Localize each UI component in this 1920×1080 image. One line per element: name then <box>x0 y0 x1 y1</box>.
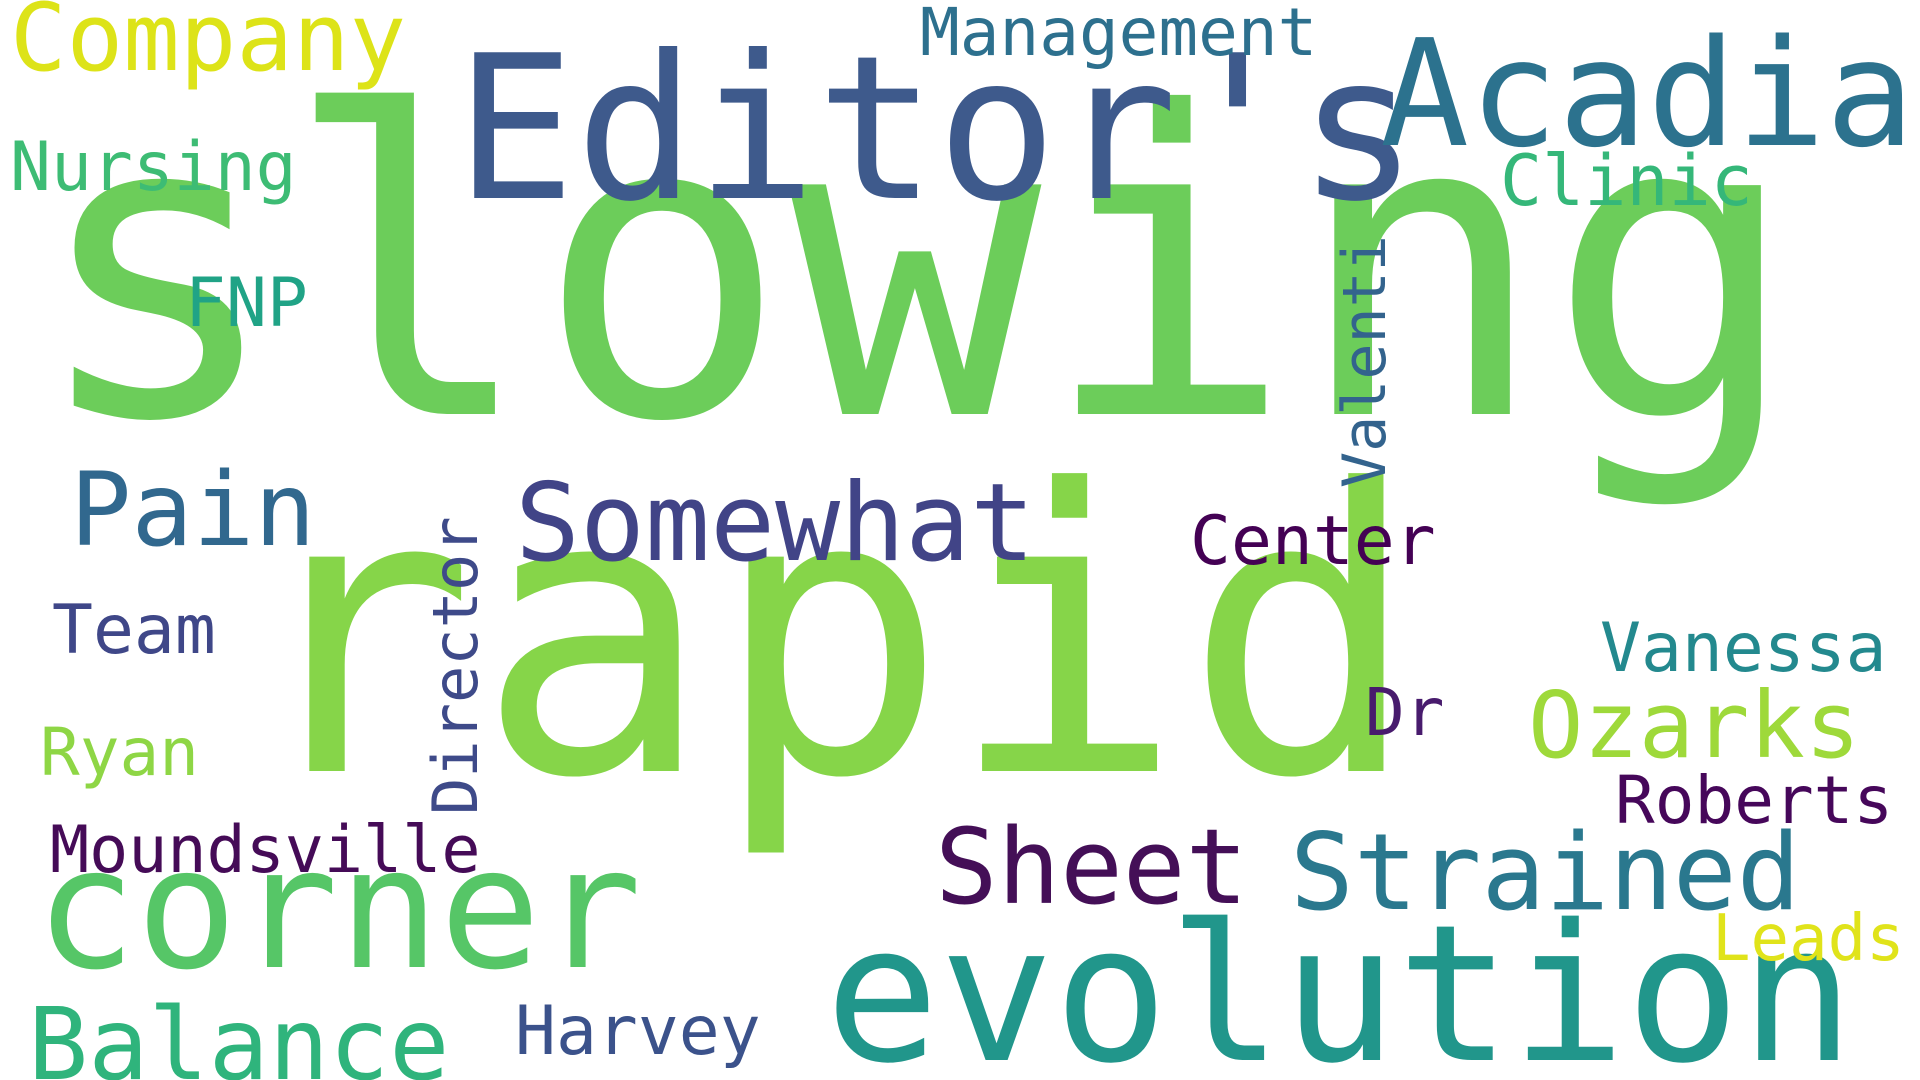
word-management: Management <box>920 0 1318 71</box>
word-director: Director <box>419 516 492 815</box>
word-company: Company <box>10 0 407 93</box>
word-corner: corner <box>35 811 642 1007</box>
word-leads: Leads <box>1712 902 1905 976</box>
word-acadia: Acadia <box>1380 8 1915 180</box>
word-pain: Pain <box>70 451 316 570</box>
word-sheet: Sheet <box>935 806 1249 928</box>
word-ryan: Ryan <box>40 714 199 791</box>
word-center: Center <box>1190 502 1436 581</box>
word-editors: Editor's <box>455 13 1419 246</box>
word-evolution: evolution <box>825 884 1855 1080</box>
word-somewhat: Somewhat <box>515 461 1036 586</box>
word-dr: Dr <box>1365 674 1445 751</box>
word-ozarks: Ozarks <box>1528 672 1861 779</box>
word-rapid: rapid <box>240 408 1421 864</box>
word-clinic: Clinic <box>1500 140 1753 222</box>
word-balance: Balance <box>28 986 450 1080</box>
word-nursing: Nursing <box>10 128 297 207</box>
word-valenti: Valenti <box>1330 235 1400 488</box>
word-team: Team <box>52 591 216 670</box>
word-slowing: slowing <box>30 25 1801 514</box>
word-moundsville: Moundsville <box>50 813 481 888</box>
word-roberts: Roberts <box>1615 762 1894 839</box>
word-strained: Strained <box>1290 811 1801 934</box>
word-harvey: Harvey <box>515 992 761 1071</box>
word-vanessa: Vanessa <box>1600 609 1887 688</box>
word-fnp: FNP <box>185 264 308 343</box>
